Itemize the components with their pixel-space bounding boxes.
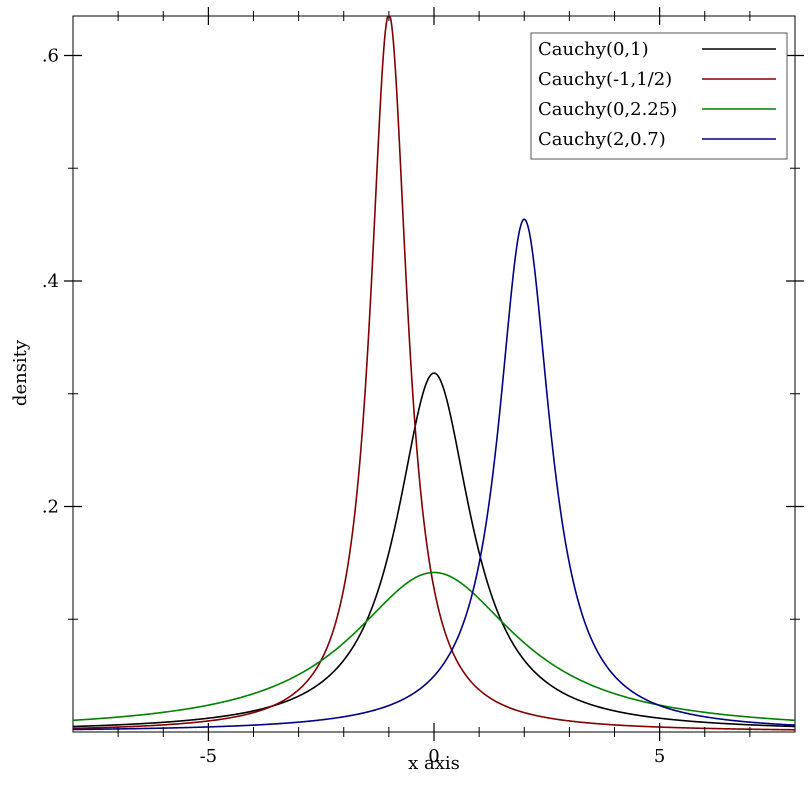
x-axis-title: x axis: [408, 753, 460, 774]
y-tick-label: .2: [42, 496, 59, 517]
legend-label: Cauchy(-1,1/2): [538, 69, 672, 90]
legend-label: Cauchy(0,2.25): [538, 99, 677, 120]
series-line-1: [73, 372, 795, 728]
series-layer: [73, 16, 795, 731]
y-tick-label: .4: [42, 271, 59, 292]
legend-label: Cauchy(0,1): [538, 39, 649, 60]
y-tick-label: .6: [42, 45, 59, 66]
y-axis-title: density: [10, 339, 31, 406]
series-line-2: [73, 16, 795, 731]
x-tick-label: 5: [654, 746, 665, 767]
legend: Cauchy(0,1) Cauchy(-1,1/2) Cauchy(0,2.25) C…: [530, 32, 788, 160]
axis-ticks: -5 0 5 .2 .4 .6: [42, 7, 804, 767]
series-line-4: [73, 218, 795, 731]
x-tick-label: -5: [200, 746, 218, 767]
series-line-3: [73, 571, 795, 722]
x-tick-label: 0: [428, 746, 439, 767]
legend-box: [530, 32, 788, 160]
legend-label: Cauchy(2,0.7): [538, 129, 666, 150]
